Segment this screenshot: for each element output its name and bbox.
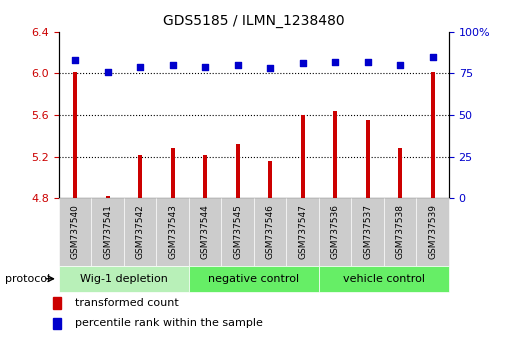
Bar <box>268 161 272 198</box>
Bar <box>384 198 417 266</box>
Bar <box>333 111 337 198</box>
Text: GSM737544: GSM737544 <box>201 205 210 259</box>
Bar <box>351 198 384 266</box>
Text: GSM737545: GSM737545 <box>233 204 242 259</box>
Text: Wig-1 depletion: Wig-1 depletion <box>80 274 168 284</box>
Text: percentile rank within the sample: percentile rank within the sample <box>75 319 263 329</box>
Text: GSM737546: GSM737546 <box>266 204 274 259</box>
Bar <box>286 198 319 266</box>
Bar <box>431 73 435 198</box>
Bar <box>59 266 189 292</box>
Text: negative control: negative control <box>208 274 300 284</box>
Point <box>71 57 80 63</box>
Bar <box>59 198 91 266</box>
Bar <box>189 198 222 266</box>
Point <box>201 64 209 70</box>
Bar <box>319 198 351 266</box>
Point <box>331 59 339 65</box>
Text: GSM737539: GSM737539 <box>428 204 437 259</box>
Point <box>136 64 144 70</box>
Bar <box>398 148 402 198</box>
Point <box>428 54 437 59</box>
Text: protocol: protocol <box>5 274 50 284</box>
Point <box>233 62 242 68</box>
Bar <box>301 115 305 198</box>
Bar <box>73 73 77 198</box>
Text: GSM737536: GSM737536 <box>331 204 340 259</box>
Bar <box>417 198 449 266</box>
Text: GSM737547: GSM737547 <box>298 204 307 259</box>
Bar <box>106 196 110 198</box>
Bar <box>366 120 369 198</box>
Bar <box>319 266 449 292</box>
Title: GDS5185 / ILMN_1238480: GDS5185 / ILMN_1238480 <box>163 14 345 28</box>
Bar <box>91 198 124 266</box>
Bar <box>189 266 319 292</box>
Bar <box>53 297 61 309</box>
Bar <box>171 148 174 198</box>
Text: transformed count: transformed count <box>75 298 179 308</box>
Point <box>104 69 112 75</box>
Bar <box>124 198 156 266</box>
Text: GSM737541: GSM737541 <box>103 204 112 259</box>
Point <box>364 59 372 65</box>
Bar <box>236 144 240 198</box>
Bar <box>53 318 61 330</box>
Text: GSM737537: GSM737537 <box>363 204 372 259</box>
Text: GSM737540: GSM737540 <box>71 204 80 259</box>
Bar <box>139 155 142 198</box>
Text: GSM737543: GSM737543 <box>168 204 177 259</box>
Point <box>396 62 404 68</box>
Bar <box>222 198 254 266</box>
Bar <box>254 198 286 266</box>
Point <box>266 65 274 71</box>
Text: GSM737538: GSM737538 <box>396 204 405 259</box>
Text: GSM737542: GSM737542 <box>136 205 145 259</box>
Bar <box>203 155 207 198</box>
Point <box>299 61 307 66</box>
Text: vehicle control: vehicle control <box>343 274 425 284</box>
Bar <box>156 198 189 266</box>
Point <box>169 62 177 68</box>
